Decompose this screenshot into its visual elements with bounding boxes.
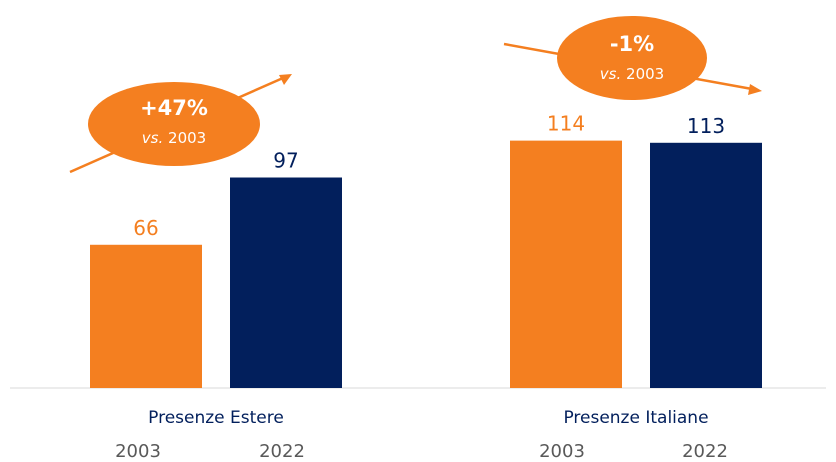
data-label: 97 — [273, 149, 298, 173]
change-baseline: vs. 2003 — [600, 65, 664, 83]
data-label: 66 — [133, 216, 158, 240]
year-tick-label: 2003 — [539, 441, 585, 462]
year-tick-label: 2022 — [682, 441, 728, 462]
change-annotation-italiane: -1% vs. 2003 — [503, 16, 762, 100]
vs-prefix: vs. — [142, 129, 163, 147]
arrow-head-icon — [748, 84, 762, 95]
year-tick-label: 2022 — [259, 441, 305, 462]
change-baseline: vs. 2003 — [142, 129, 206, 147]
bar-italiane-2022 — [650, 142, 762, 388]
change-value: -1% — [610, 32, 654, 56]
bar-estere-2003 — [90, 244, 202, 388]
group-label: Presenze Estere — [148, 408, 284, 428]
bars — [90, 140, 762, 388]
change-value: +47% — [140, 96, 208, 120]
bar-italiane-2003 — [510, 140, 622, 388]
group-label: Presenze Italiane — [563, 408, 708, 428]
year-tick-label: 2003 — [115, 441, 161, 462]
data-label: 113 — [687, 114, 725, 138]
arrow-head-icon — [279, 74, 292, 85]
change-annotation-estere: +47% vs. 2003 — [69, 74, 292, 174]
labels: 66 97 Presenze Estere 2003 2022 114 113 Presenz… — [115, 112, 728, 462]
bar-estere-2022 — [230, 177, 342, 388]
change-bubble — [88, 82, 260, 166]
vs-prefix: vs. — [600, 65, 621, 83]
base-year: 2003 — [168, 129, 206, 147]
data-label: 114 — [547, 112, 585, 136]
base-year: 2003 — [626, 65, 664, 83]
change-bubble — [557, 16, 707, 100]
